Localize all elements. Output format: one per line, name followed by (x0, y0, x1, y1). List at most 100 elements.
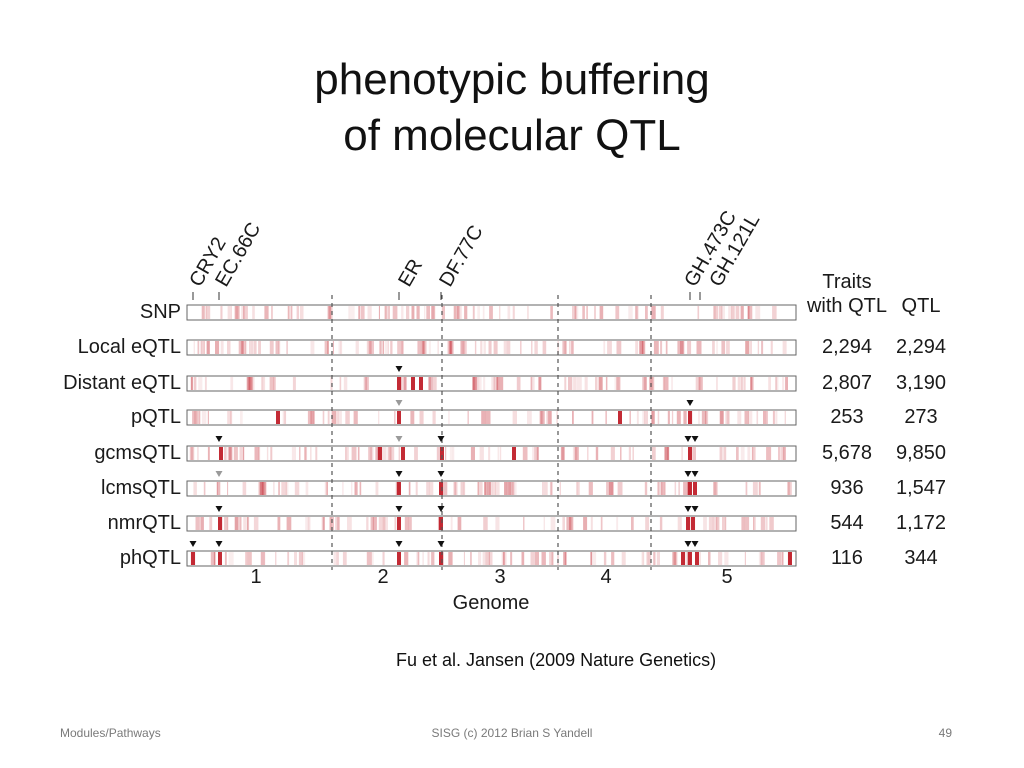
heat-stripe (745, 341, 750, 354)
heat-stripe (375, 482, 379, 495)
qtl-arrow-icon (691, 541, 699, 547)
heat-stripe (628, 306, 633, 319)
heat-stripe (351, 447, 357, 460)
heat-stripe (290, 306, 292, 319)
heat-stripe (348, 306, 350, 319)
heat-stripe (603, 552, 607, 565)
citation: Fu et al. Jansen (2009 Nature Genetics) (396, 650, 717, 670)
heat-stripe (756, 411, 759, 424)
heat-stripe (664, 447, 670, 460)
heat-stripe (253, 517, 259, 530)
heat-stripe (595, 377, 597, 390)
heat-stripe (770, 341, 773, 354)
heat-stripe (243, 447, 245, 460)
heat-stripe (510, 482, 515, 495)
heat-stripe (378, 306, 380, 319)
heat-stripe (719, 411, 724, 424)
heat-stripe (224, 447, 227, 460)
heat-stripe (321, 517, 325, 530)
heat-stripe (288, 306, 290, 319)
qtl-arrow-icon (395, 366, 403, 372)
heat-stripe (437, 341, 439, 354)
heat-stripe (353, 411, 358, 424)
heat-peak (401, 447, 405, 460)
heat-stripe (488, 447, 491, 460)
heat-stripe (512, 306, 515, 319)
heat-stripe (495, 482, 500, 495)
heat-stripe (708, 552, 711, 565)
heat-stripe (305, 447, 308, 460)
heat-stripe (748, 411, 753, 424)
heat-stripe (201, 517, 204, 530)
heat-stripe (784, 411, 786, 424)
heat-stripe (207, 411, 209, 424)
heat-stripe (607, 341, 612, 354)
heat-stripe (333, 552, 337, 565)
heat-stripe (606, 482, 611, 495)
heat-peak (218, 517, 222, 530)
heat-stripe (294, 482, 300, 495)
heat-stripe (382, 552, 385, 565)
heat-stripe (287, 552, 290, 565)
heat-stripe (785, 377, 788, 390)
heat-stripe (410, 411, 415, 424)
heat-stripe (243, 517, 246, 530)
heat-stripe (568, 377, 573, 390)
heat-stripe (209, 517, 213, 530)
heat-stripe (460, 482, 466, 495)
heat-stripe (472, 306, 475, 319)
heat-stripe (337, 411, 342, 424)
heat-stripe (569, 517, 574, 530)
heat-stripe (475, 377, 480, 390)
heat-stripe (671, 377, 673, 390)
heat-stripe (516, 377, 521, 390)
heat-stripe (432, 411, 436, 424)
heat-stripe (543, 482, 548, 495)
heat-stripe (750, 341, 752, 354)
heat-stripe (685, 552, 690, 565)
heat-stripe (217, 482, 221, 495)
heat-stripe (463, 482, 465, 495)
row-band-6 (186, 515, 797, 532)
heat-stripe (493, 341, 498, 354)
heat-peak (688, 447, 692, 460)
heat-stripe (772, 411, 775, 424)
heat-stripe (758, 482, 761, 495)
heat-stripe (736, 447, 739, 460)
heat-stripe (659, 517, 663, 530)
heat-stripe (404, 552, 409, 565)
heat-stripe (642, 377, 647, 390)
heat-stripe (203, 482, 206, 495)
heat-stripe (760, 517, 766, 530)
heat-stripe (620, 447, 622, 460)
heat-stripe (227, 341, 231, 354)
heat-stripe (788, 482, 790, 495)
heat-stripe (342, 552, 347, 565)
heat-stripe (538, 377, 541, 390)
heat-stripe (305, 482, 309, 495)
heat-stripe (355, 482, 358, 495)
heat-stripe (483, 341, 486, 354)
heat-stripe (487, 482, 491, 495)
heat-stripe (404, 517, 409, 530)
heat-stripe (600, 517, 603, 530)
heat-peak (788, 552, 792, 565)
qtl-arrow-icon (215, 506, 223, 512)
qtl-arrow-icon (686, 400, 694, 406)
heat-stripe (342, 482, 344, 495)
heat-stripe (753, 517, 755, 530)
heat-stripe (282, 411, 287, 424)
heat-stripe (247, 552, 252, 565)
heat-stripe (724, 447, 727, 460)
heat-stripe (241, 341, 244, 354)
heat-stripe (286, 341, 288, 354)
heat-stripe (338, 341, 341, 354)
row-band-4 (186, 445, 797, 462)
heat-stripe (719, 447, 722, 460)
heat-stripe (196, 411, 199, 424)
heat-stripe (385, 341, 387, 354)
heat-stripe (527, 306, 529, 319)
heat-stripe (453, 482, 457, 495)
heat-stripe (507, 306, 511, 319)
heat-stripe (210, 552, 216, 565)
